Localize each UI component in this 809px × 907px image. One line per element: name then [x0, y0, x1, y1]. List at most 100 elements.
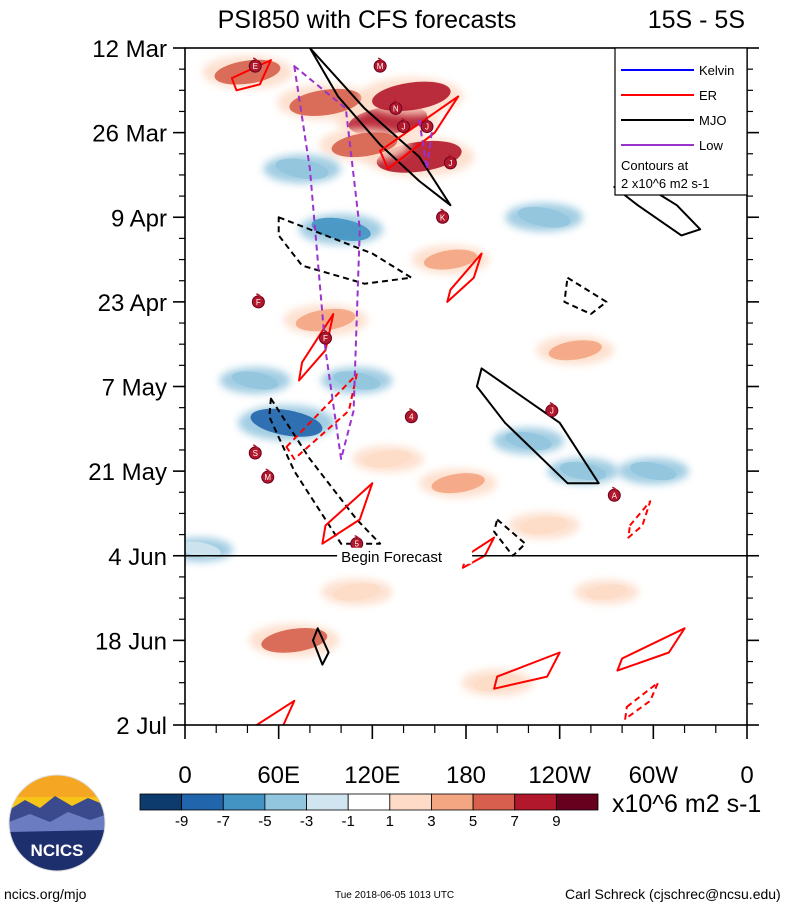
storm-label: 5	[354, 540, 359, 549]
x-tick-label: 120E	[344, 762, 400, 789]
storm-label: J	[402, 123, 406, 132]
y-tick-label: 18 Jun	[95, 628, 167, 655]
storm-label: F	[323, 334, 328, 343]
contour-low	[293, 65, 361, 460]
storm-label: K	[440, 213, 446, 222]
storm-icon: A	[607, 486, 621, 502]
forecast-label: Begin Forecast	[341, 549, 443, 566]
y-tick-label: 2 Jul	[116, 713, 167, 740]
storm-label: M	[264, 473, 271, 482]
anomaly-core	[505, 431, 552, 451]
colorbar: -9 -7 -5 -3 -1 1 3 5 7 9	[139, 793, 599, 830]
legend: Kelvin ER MJO Low Contours at 2 x10^6 m2 s-…	[614, 47, 748, 196]
contour-er	[493, 651, 561, 690]
colorbar-tick-label: 1	[386, 813, 394, 830]
legend-note-1: Contours at	[621, 158, 689, 173]
storm-label: N	[393, 104, 399, 113]
contour-er	[616, 627, 686, 672]
colorbar-swatch	[222, 793, 266, 811]
storm-label: F	[256, 298, 261, 307]
anomaly-core	[517, 206, 571, 228]
contour-er	[285, 373, 358, 460]
anomaly-core	[275, 158, 329, 180]
contour-er	[321, 482, 374, 545]
colorbar-swatch	[389, 793, 432, 811]
y-tick-label: 7 May	[102, 375, 167, 402]
ncics-logo: NCICS	[8, 774, 106, 872]
anomaly-core	[423, 249, 477, 270]
colorbar-tick-label: -5	[258, 813, 271, 830]
anomaly-core	[586, 584, 627, 600]
storm-icon: J	[443, 154, 457, 170]
anomaly-core	[185, 541, 221, 558]
x-tick-label: 0	[740, 762, 753, 789]
x-tick-label: 180	[446, 762, 486, 789]
colorbar-tick-label: 7	[511, 813, 519, 830]
storm-markers: E M N J J J K F F 4 J S M A 5	[248, 57, 621, 551]
contour-mjo	[312, 627, 330, 666]
x-tick-label: 60W	[629, 762, 679, 789]
storm-label: J	[448, 159, 452, 168]
anomaly-core	[289, 88, 362, 116]
footer-left: ncics.org/mjo	[4, 886, 87, 902]
legend-label: ER	[699, 88, 717, 103]
x-tick-label: 60E	[257, 762, 300, 789]
colorbar-swatch	[347, 793, 391, 811]
contour-er	[624, 681, 659, 720]
y-axis: 12 Mar 26 Mar 9 Apr 23 Apr 7 May 21 May 4 Jun 1…	[88, 36, 759, 740]
storm-icon: N	[389, 99, 403, 115]
storm-icon: F	[251, 293, 265, 309]
contour-mjo	[475, 367, 600, 485]
colorbar-swatch	[306, 793, 349, 811]
legend-note-2: 2 x10^6 m2 s-1	[621, 176, 709, 191]
footer-right: Carl Schreck (cjschrec@ncsu.edu)	[565, 886, 781, 902]
anomaly-core	[333, 583, 381, 601]
anomaly-core	[431, 473, 485, 494]
x-tick-label: 0	[178, 762, 191, 789]
contour-er	[254, 699, 296, 725]
storm-label: A	[612, 491, 618, 500]
storm-icon: J	[397, 117, 411, 134]
colorbar-swatch	[431, 793, 474, 811]
colorbar-tick-label: -3	[300, 813, 313, 830]
anomaly-core	[520, 516, 568, 535]
y-tick-label: 4 Jun	[108, 544, 167, 571]
storm-icon: E	[248, 57, 262, 73]
legend-box	[614, 47, 748, 196]
anomaly-core	[261, 627, 328, 653]
contour-mjo	[563, 276, 608, 315]
x-axis: 0 60E 120E 180 120W 60W 0	[178, 725, 754, 789]
footer-center: Tue 2018-06-05 1013 UTC	[335, 890, 455, 901]
colorbar-swatch	[181, 793, 224, 811]
anomaly-core	[295, 308, 356, 332]
colorbar-tick-label: -7	[217, 813, 230, 830]
contour-er	[446, 252, 483, 303]
y-tick-label: 23 Apr	[98, 290, 167, 317]
anomaly-core	[548, 340, 602, 361]
storm-icon: M	[261, 468, 275, 484]
anomaly-core	[231, 371, 279, 390]
storm-label: M	[377, 62, 384, 71]
anomaly-core	[364, 450, 412, 468]
logo-text: NCICS	[31, 841, 84, 860]
contour-mjo	[613, 180, 702, 237]
y-tick-label: 26 Mar	[92, 121, 167, 148]
x-tick-label: 120W	[528, 762, 591, 789]
anomaly-core	[630, 461, 677, 481]
colorbar-units: x10^6 m2 s-1	[612, 790, 761, 818]
y-tick-label: 9 Apr	[111, 205, 167, 232]
storm-label: 4	[409, 413, 414, 422]
colorbar-tick-label: 5	[469, 813, 477, 830]
storm-label: J	[550, 407, 554, 416]
storm-icon: J	[420, 117, 434, 134]
contour-mjo	[277, 216, 413, 285]
legend-label: Kelvin	[699, 63, 734, 78]
chart-region: 15S - 5S	[648, 6, 745, 34]
chart-title: PSI850 with CFS forecasts	[218, 6, 517, 34]
storm-icon: K	[436, 208, 450, 224]
anomaly-core	[473, 673, 521, 692]
storm-label: J	[425, 123, 429, 132]
contour-mjo	[308, 48, 452, 207]
storm-icon: M	[373, 57, 387, 73]
